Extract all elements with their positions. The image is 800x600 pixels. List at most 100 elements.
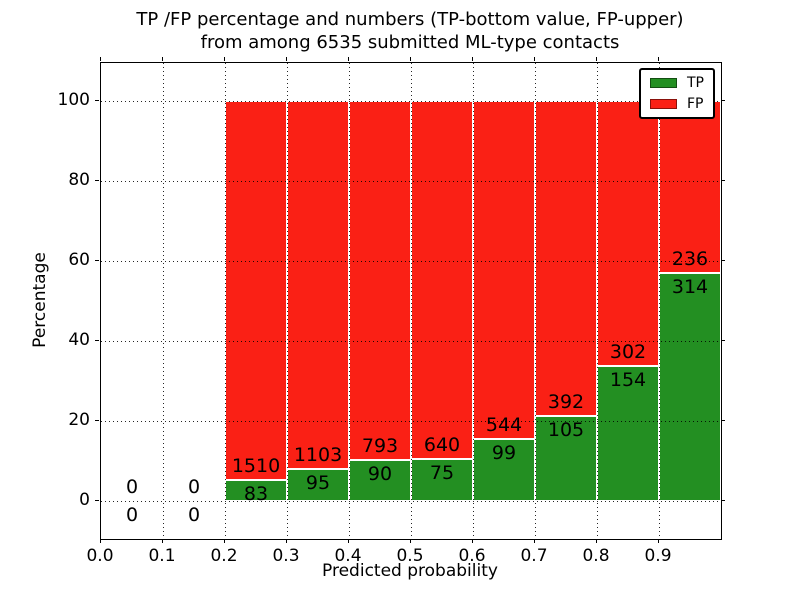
fp-count-label: 793 [361, 435, 399, 458]
tp-count-label: 90 [367, 463, 393, 486]
bar-segment-tp [349, 460, 411, 501]
x-tick-top [162, 57, 163, 61]
y-tick-right [721, 180, 725, 181]
y-tick-left [95, 500, 99, 501]
x-tick-bottom [286, 539, 287, 543]
y-tick-left [95, 180, 99, 181]
y-tick-right [721, 500, 725, 501]
bar-segment-tp [287, 469, 349, 501]
v-gridline [163, 63, 164, 539]
v-gridline [287, 63, 288, 539]
y-tick-label: 40 [68, 330, 90, 350]
bar-segment-tp [535, 416, 597, 501]
y-tick-left [95, 420, 99, 421]
x-tick-bottom [162, 539, 163, 543]
legend-item-tp: TP [650, 76, 704, 90]
v-gridline [473, 63, 474, 539]
x-tick-bottom [658, 539, 659, 543]
x-tick-label: 0.7 [520, 546, 548, 566]
fp-legend-label: FP [687, 96, 704, 112]
tp-count-label: 314 [671, 275, 709, 298]
bar-segment-tp [411, 459, 473, 501]
x-axis-label: Predicted probability [322, 561, 498, 581]
tp-count-label: 75 [429, 462, 455, 485]
y-tick-label: 0 [79, 490, 90, 510]
x-tick-label: 0.3 [272, 546, 300, 566]
tp-legend-label: TP [687, 75, 704, 91]
tp-count-label: 105 [547, 419, 585, 442]
y-tick-label: 100 [57, 90, 90, 110]
y-tick-label: 60 [68, 250, 90, 270]
bar-segment-fp [597, 101, 659, 366]
tp-count-label: 154 [609, 368, 647, 391]
chart-title-line1: TP /FP percentage and numbers (TP-bottom… [136, 9, 684, 30]
x-tick-label: 0.4 [334, 546, 362, 566]
bar-segment-tp [659, 272, 721, 501]
v-gridline [349, 63, 350, 539]
fp-count-label: 302 [609, 340, 647, 363]
v-gridline [411, 63, 412, 539]
bar-segment-tp [473, 439, 535, 501]
x-tick-bottom [596, 539, 597, 543]
x-tick-top [534, 57, 535, 61]
x-tick-bottom [410, 539, 411, 543]
bar-segment-fp [225, 101, 287, 481]
x-tick-top [658, 57, 659, 61]
fp-count-label: 544 [485, 414, 523, 437]
fp-count-label: 0 [187, 476, 201, 498]
x-tick-bottom [348, 539, 349, 543]
y-tick-right [721, 260, 725, 261]
bar-segment-fp [349, 101, 411, 461]
tp-count-label: 83 [243, 483, 269, 506]
x-tick-top [410, 57, 411, 61]
v-gridline [597, 63, 598, 539]
x-tick-label: 0.6 [458, 546, 486, 566]
x-tick-label: 0.9 [644, 546, 672, 566]
y-tick-label: 20 [68, 410, 90, 430]
x-tick-top [596, 57, 597, 61]
tp-count-label: 0 [187, 504, 201, 526]
x-tick-label: 0.0 [86, 546, 114, 566]
y-tick-label: 80 [68, 170, 90, 190]
bar-segment-fp [411, 101, 473, 460]
fp-count-label: 1510 [231, 455, 281, 478]
bar-segment-fp [535, 101, 597, 417]
y-tick-left [95, 260, 99, 261]
y-tick-left [95, 340, 99, 341]
y-tick-right [721, 100, 725, 101]
fp-count-label: 236 [671, 247, 709, 270]
tp-count-label: 0 [125, 504, 139, 526]
chart-title-line2: from among 6535 submitted ML-type contac… [200, 32, 620, 53]
fp-count-label: 1103 [293, 444, 343, 467]
fp-count-label: 392 [547, 391, 585, 414]
x-tick-bottom [100, 539, 101, 543]
v-gridline [535, 63, 536, 539]
y-tick-right [721, 340, 725, 341]
x-tick-label: 0.2 [210, 546, 238, 566]
x-tick-bottom [534, 539, 535, 543]
legend: TP FP [639, 68, 715, 119]
fp-count-label: 640 [423, 434, 461, 457]
y-tick-right [721, 420, 725, 421]
bar-segment-fp [287, 101, 349, 470]
bar-segment-tp [597, 365, 659, 501]
legend-item-fp: FP [650, 97, 704, 111]
x-tick-label: 0.1 [148, 546, 176, 566]
plot-area: TP FP 0 0 0 0 1510 83 1103 95 793 90 640 75 544 99 392… [100, 62, 722, 540]
v-gridline [225, 63, 226, 539]
fp-legend-swatch [650, 99, 677, 109]
x-tick-top [286, 57, 287, 61]
x-tick-bottom [472, 539, 473, 543]
x-tick-label: 0.5 [396, 546, 424, 566]
v-gridline [659, 63, 660, 539]
chart-title: TP /FP percentage and numbers (TP-bottom… [100, 8, 720, 54]
tp-count-label: 95 [305, 472, 331, 495]
fp-count-label: 0 [125, 476, 139, 498]
x-tick-top [472, 57, 473, 61]
x-tick-bottom [224, 539, 225, 543]
x-tick-top [100, 57, 101, 61]
tp-legend-swatch [650, 78, 677, 88]
x-tick-top [224, 57, 225, 61]
y-tick-left [95, 100, 99, 101]
